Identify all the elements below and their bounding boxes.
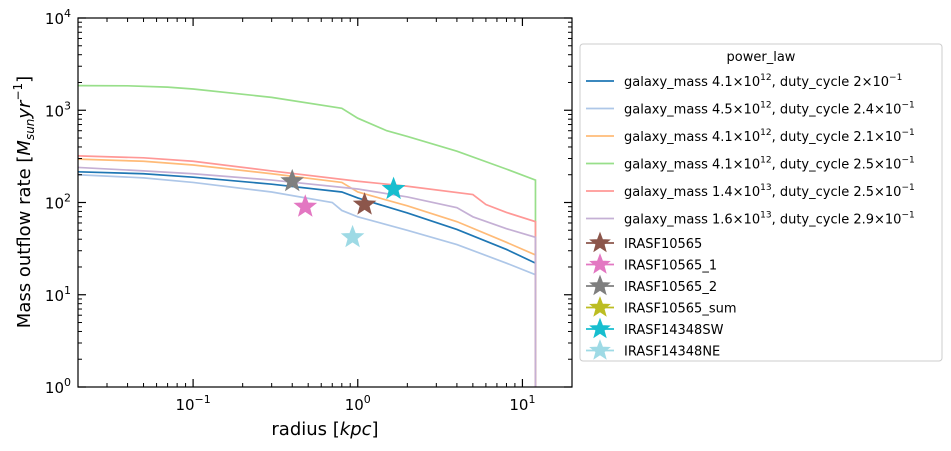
y-axis-label: Mass outflow rate [Msunyr−1] <box>11 76 37 328</box>
legend-label-6: galaxy_mass 1.6×1013, duty_cycle 2.9×10−… <box>624 211 915 228</box>
legend-marker-label: IRASF14348NE <box>624 345 720 360</box>
marker-irasf10565-2 <box>280 168 305 192</box>
marker-irasf10565 <box>352 192 377 215</box>
series-lines <box>77 84 537 387</box>
y-tick-label: 103 <box>45 99 71 120</box>
series-line-2 <box>77 173 537 387</box>
legend-frame <box>579 43 943 362</box>
x-axis-label: radius [kpc] <box>271 419 378 440</box>
legend-label-3: galaxy_mass 4.1×1012, duty_cycle 2.1×10−… <box>624 128 915 145</box>
marker-irasf10565-1 <box>293 194 318 217</box>
legend-star-icon <box>589 274 611 296</box>
legend-star-icon <box>589 253 611 274</box>
marker-irasf14348sw <box>381 176 406 200</box>
series-line-3 <box>77 158 537 387</box>
legend-marker-label: IRASF10565_1 <box>624 259 717 274</box>
legend-label-1: galaxy_mass 4.1×1012, duty_cycle 2×10−1 <box>624 73 902 90</box>
legend-star-icon <box>589 296 611 317</box>
y-tick-label: 102 <box>45 192 71 213</box>
legend-label-2: galaxy_mass 4.5×1012, duty_cycle 2.4×10−… <box>624 101 915 118</box>
y-tick-label: 104 <box>45 7 71 28</box>
axis-ticks: 10−1 100 101 100 101 102 103 104 <box>45 7 573 414</box>
series-line-4 <box>77 84 537 387</box>
series-line-5 <box>77 155 537 387</box>
x-tick-label: 100 <box>345 393 371 414</box>
legend: power_law galaxy_mass 4.1×1012, duty_cyc… <box>579 43 943 362</box>
legend-title: power_law <box>727 50 796 65</box>
legend-star-icon <box>589 317 611 339</box>
legend-marker-label: IRASF10565 <box>624 237 702 252</box>
legend-label-4: galaxy_mass 4.1×1012, duty_cycle 2.5×10−… <box>624 156 915 173</box>
legend-star-icon <box>589 231 611 253</box>
x-tick-label: 101 <box>509 393 535 414</box>
legend-marker-label: IRASF14348SW <box>624 323 724 338</box>
data-markers <box>280 168 406 248</box>
legend-marker-label: IRASF10565_2 <box>624 280 717 295</box>
legend-star-icon <box>589 339 611 360</box>
y-tick-label: 100 <box>45 376 71 397</box>
legend-entries: galaxy_mass 4.1×1012, duty_cycle 2×10−1 g… <box>586 73 915 360</box>
marker-irasf14348ne <box>340 224 365 248</box>
series-line-1 <box>77 170 537 387</box>
legend-marker-label: IRASF10565_sum <box>624 302 737 317</box>
y-tick-label: 101 <box>45 284 71 305</box>
legend-label-5: galaxy_mass 1.4×1013, duty_cycle 2.5×10−… <box>624 183 915 200</box>
series-line-6 <box>77 166 537 387</box>
x-tick-label: 10−1 <box>175 393 210 414</box>
